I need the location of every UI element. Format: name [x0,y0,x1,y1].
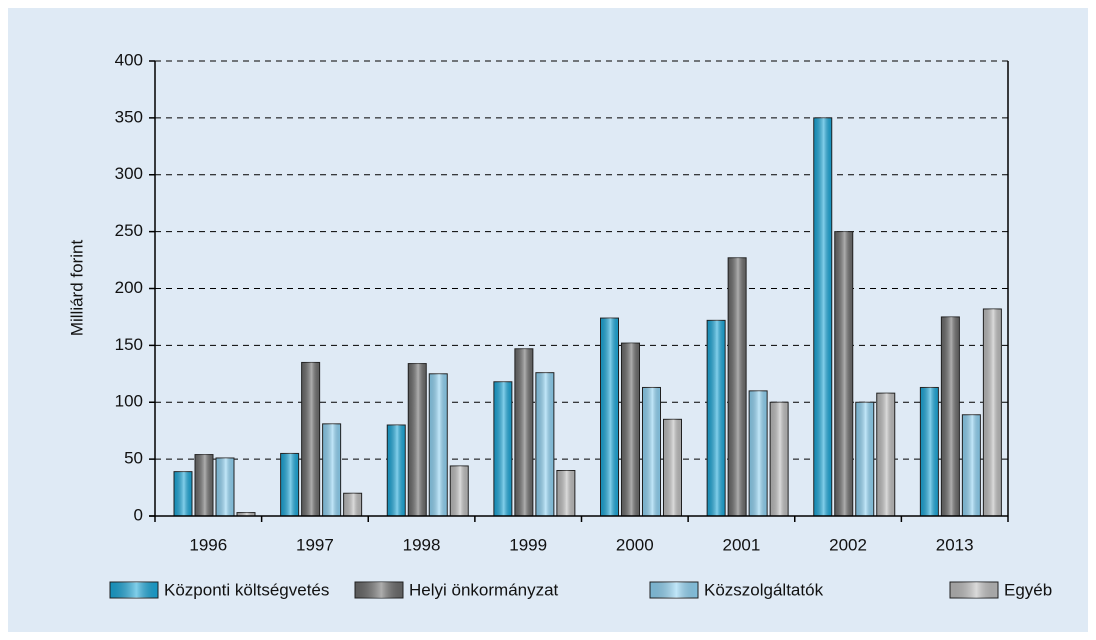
bar-shade [322,423,341,516]
bar-shade [920,387,939,516]
legend-label: Központi költségvetés [164,580,329,599]
y-tick-label: 150 [115,335,143,354]
bar-shade [174,471,192,516]
bar-shade [556,470,575,516]
x-tick-label: 2002 [829,535,867,554]
y-tick-label: 300 [115,164,143,183]
bar-shade [663,419,682,516]
x-tick-label: 2000 [616,535,654,554]
y-tick-label: 100 [115,392,143,411]
bar-shade [813,117,832,516]
bar-shade [408,363,427,516]
x-tick-label: 2013 [936,535,974,554]
y-tick-label: 250 [115,221,143,240]
bar-shade [834,231,853,516]
bar-shade [216,457,234,516]
x-tick-label: 1998 [403,535,441,554]
y-tick-label: 0 [134,505,143,524]
bar-shade [876,393,895,516]
bar-shade [707,320,726,516]
bar-shade [493,381,512,516]
bar-shade [728,257,747,516]
bar-shade [450,465,469,516]
bar-shade [514,348,533,516]
bar-shade [770,402,789,516]
x-tick-label: 1999 [509,535,547,554]
bar-shade [642,387,661,516]
y-tick-label: 400 [115,50,143,69]
y-tick-label: 50 [124,449,143,468]
bar-shade [621,343,640,516]
legend-label: Helyi önkormányzat [409,580,559,599]
background [8,8,1088,632]
bar-shade [280,453,299,516]
bar-shade [195,454,213,516]
bar-shade [983,308,1002,516]
y-tick-label: 350 [115,107,143,126]
legend-swatch-shade [950,582,998,598]
bar-shade [941,316,960,516]
bar-shade [855,402,874,516]
legend-label: Egyéb [1004,580,1052,599]
bar-shade [429,373,448,516]
bar-shade [749,390,768,516]
y-axis-label: Milliárd forint [67,240,86,337]
bar-shade [301,362,320,516]
y-tick-label: 200 [115,278,143,297]
legend-swatch-shade [355,582,403,598]
bar-shade [237,512,255,516]
x-tick-label: 1997 [296,535,334,554]
legend-swatch-shade [650,582,698,598]
legend-label: Közszolgáltatók [704,580,824,599]
legend-swatch-shade [110,582,158,598]
bar-shade [535,372,554,516]
x-tick-label: 2001 [723,535,761,554]
bar-shade [962,414,981,516]
bar-shade [600,318,619,516]
bar-shade [387,425,406,516]
x-tick-label: 1996 [189,535,227,554]
bar-shade [343,493,362,516]
